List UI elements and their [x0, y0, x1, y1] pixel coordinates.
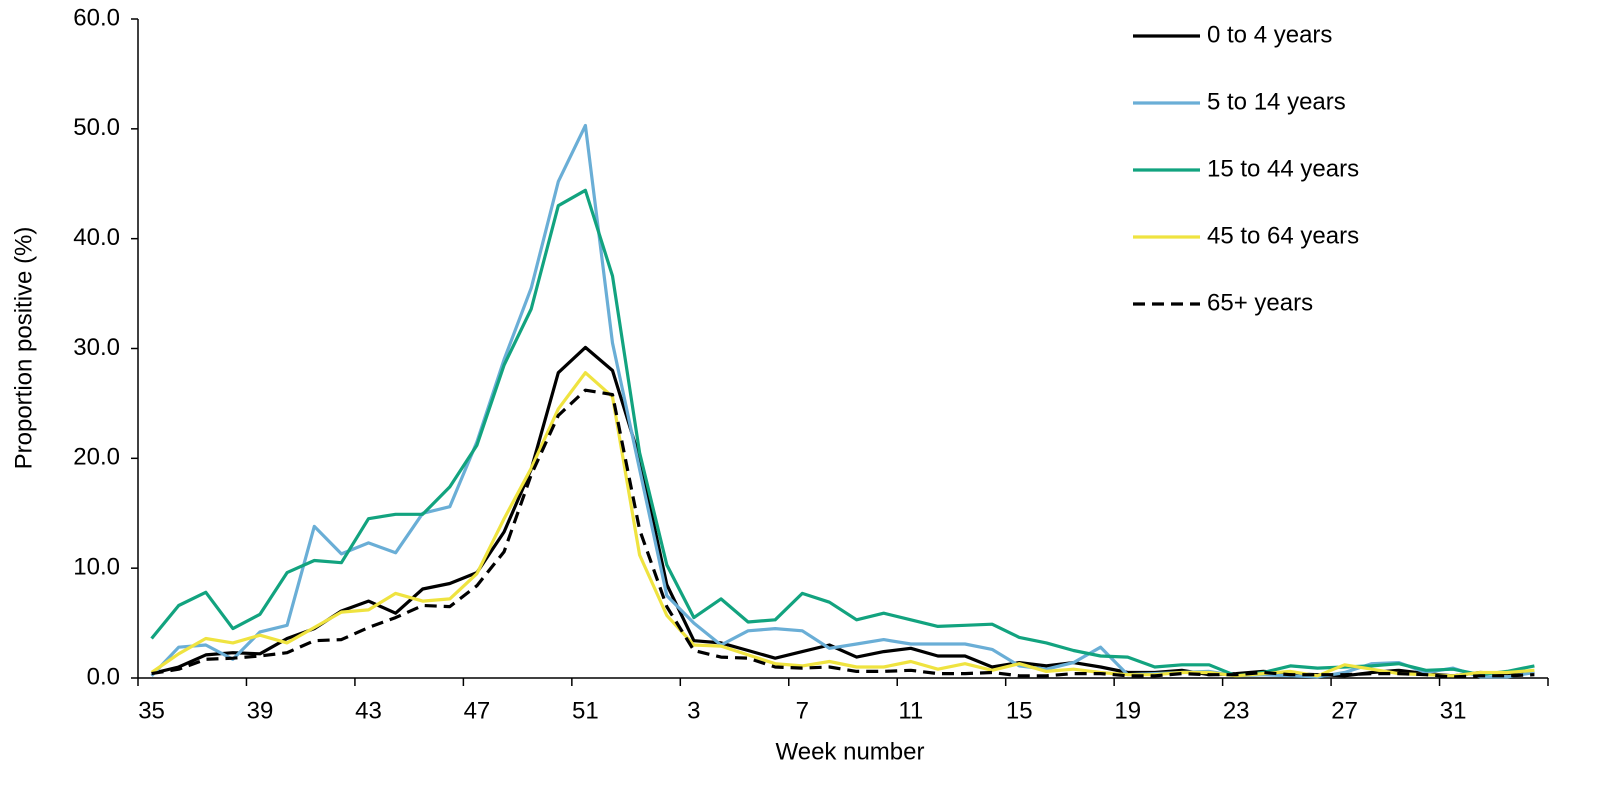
y-tick-label: 0.0: [87, 663, 120, 690]
x-tick-label: 15: [1006, 697, 1033, 724]
x-tick-label: 3: [687, 697, 700, 724]
x-tick-label: 19: [1114, 697, 1141, 724]
y-tick-label: 30.0: [73, 334, 120, 361]
series-line: [151, 388, 1535, 679]
series-line: [150, 188, 1535, 678]
legend-label: 45 to 64 years: [1207, 222, 1359, 249]
series-line: [151, 345, 1535, 678]
x-tick-label: 11: [898, 697, 923, 724]
x-tick-label: 7: [796, 697, 809, 724]
y-tick-label: 10.0: [73, 554, 120, 581]
x-tick-label: 43: [355, 697, 382, 724]
series-line: [150, 123, 1535, 679]
x-tick-label: 31: [1440, 697, 1467, 724]
y-tick-label: 40.0: [73, 224, 120, 251]
legend-label: 5 to 14 years: [1207, 88, 1346, 115]
x-tick-label: 39: [247, 697, 274, 724]
x-tick-label: 51: [572, 697, 599, 724]
legend-label: 0 to 4 years: [1207, 21, 1332, 48]
y-tick-label: 60.0: [73, 4, 120, 31]
y-axis-title: Proportion positive (%): [10, 227, 37, 470]
legend-label: 65+ years: [1207, 289, 1313, 316]
y-tick-label: 50.0: [73, 114, 120, 141]
x-axis-title: Week number: [776, 738, 925, 765]
y-tick-label: 20.0: [73, 444, 120, 471]
legend-label: 15 to 44 years: [1207, 155, 1359, 182]
x-tick-label: 27: [1331, 697, 1358, 724]
x-tick-label: 35: [138, 697, 165, 724]
x-tick-label: 47: [464, 697, 491, 724]
x-tick-label: 23: [1223, 697, 1250, 724]
